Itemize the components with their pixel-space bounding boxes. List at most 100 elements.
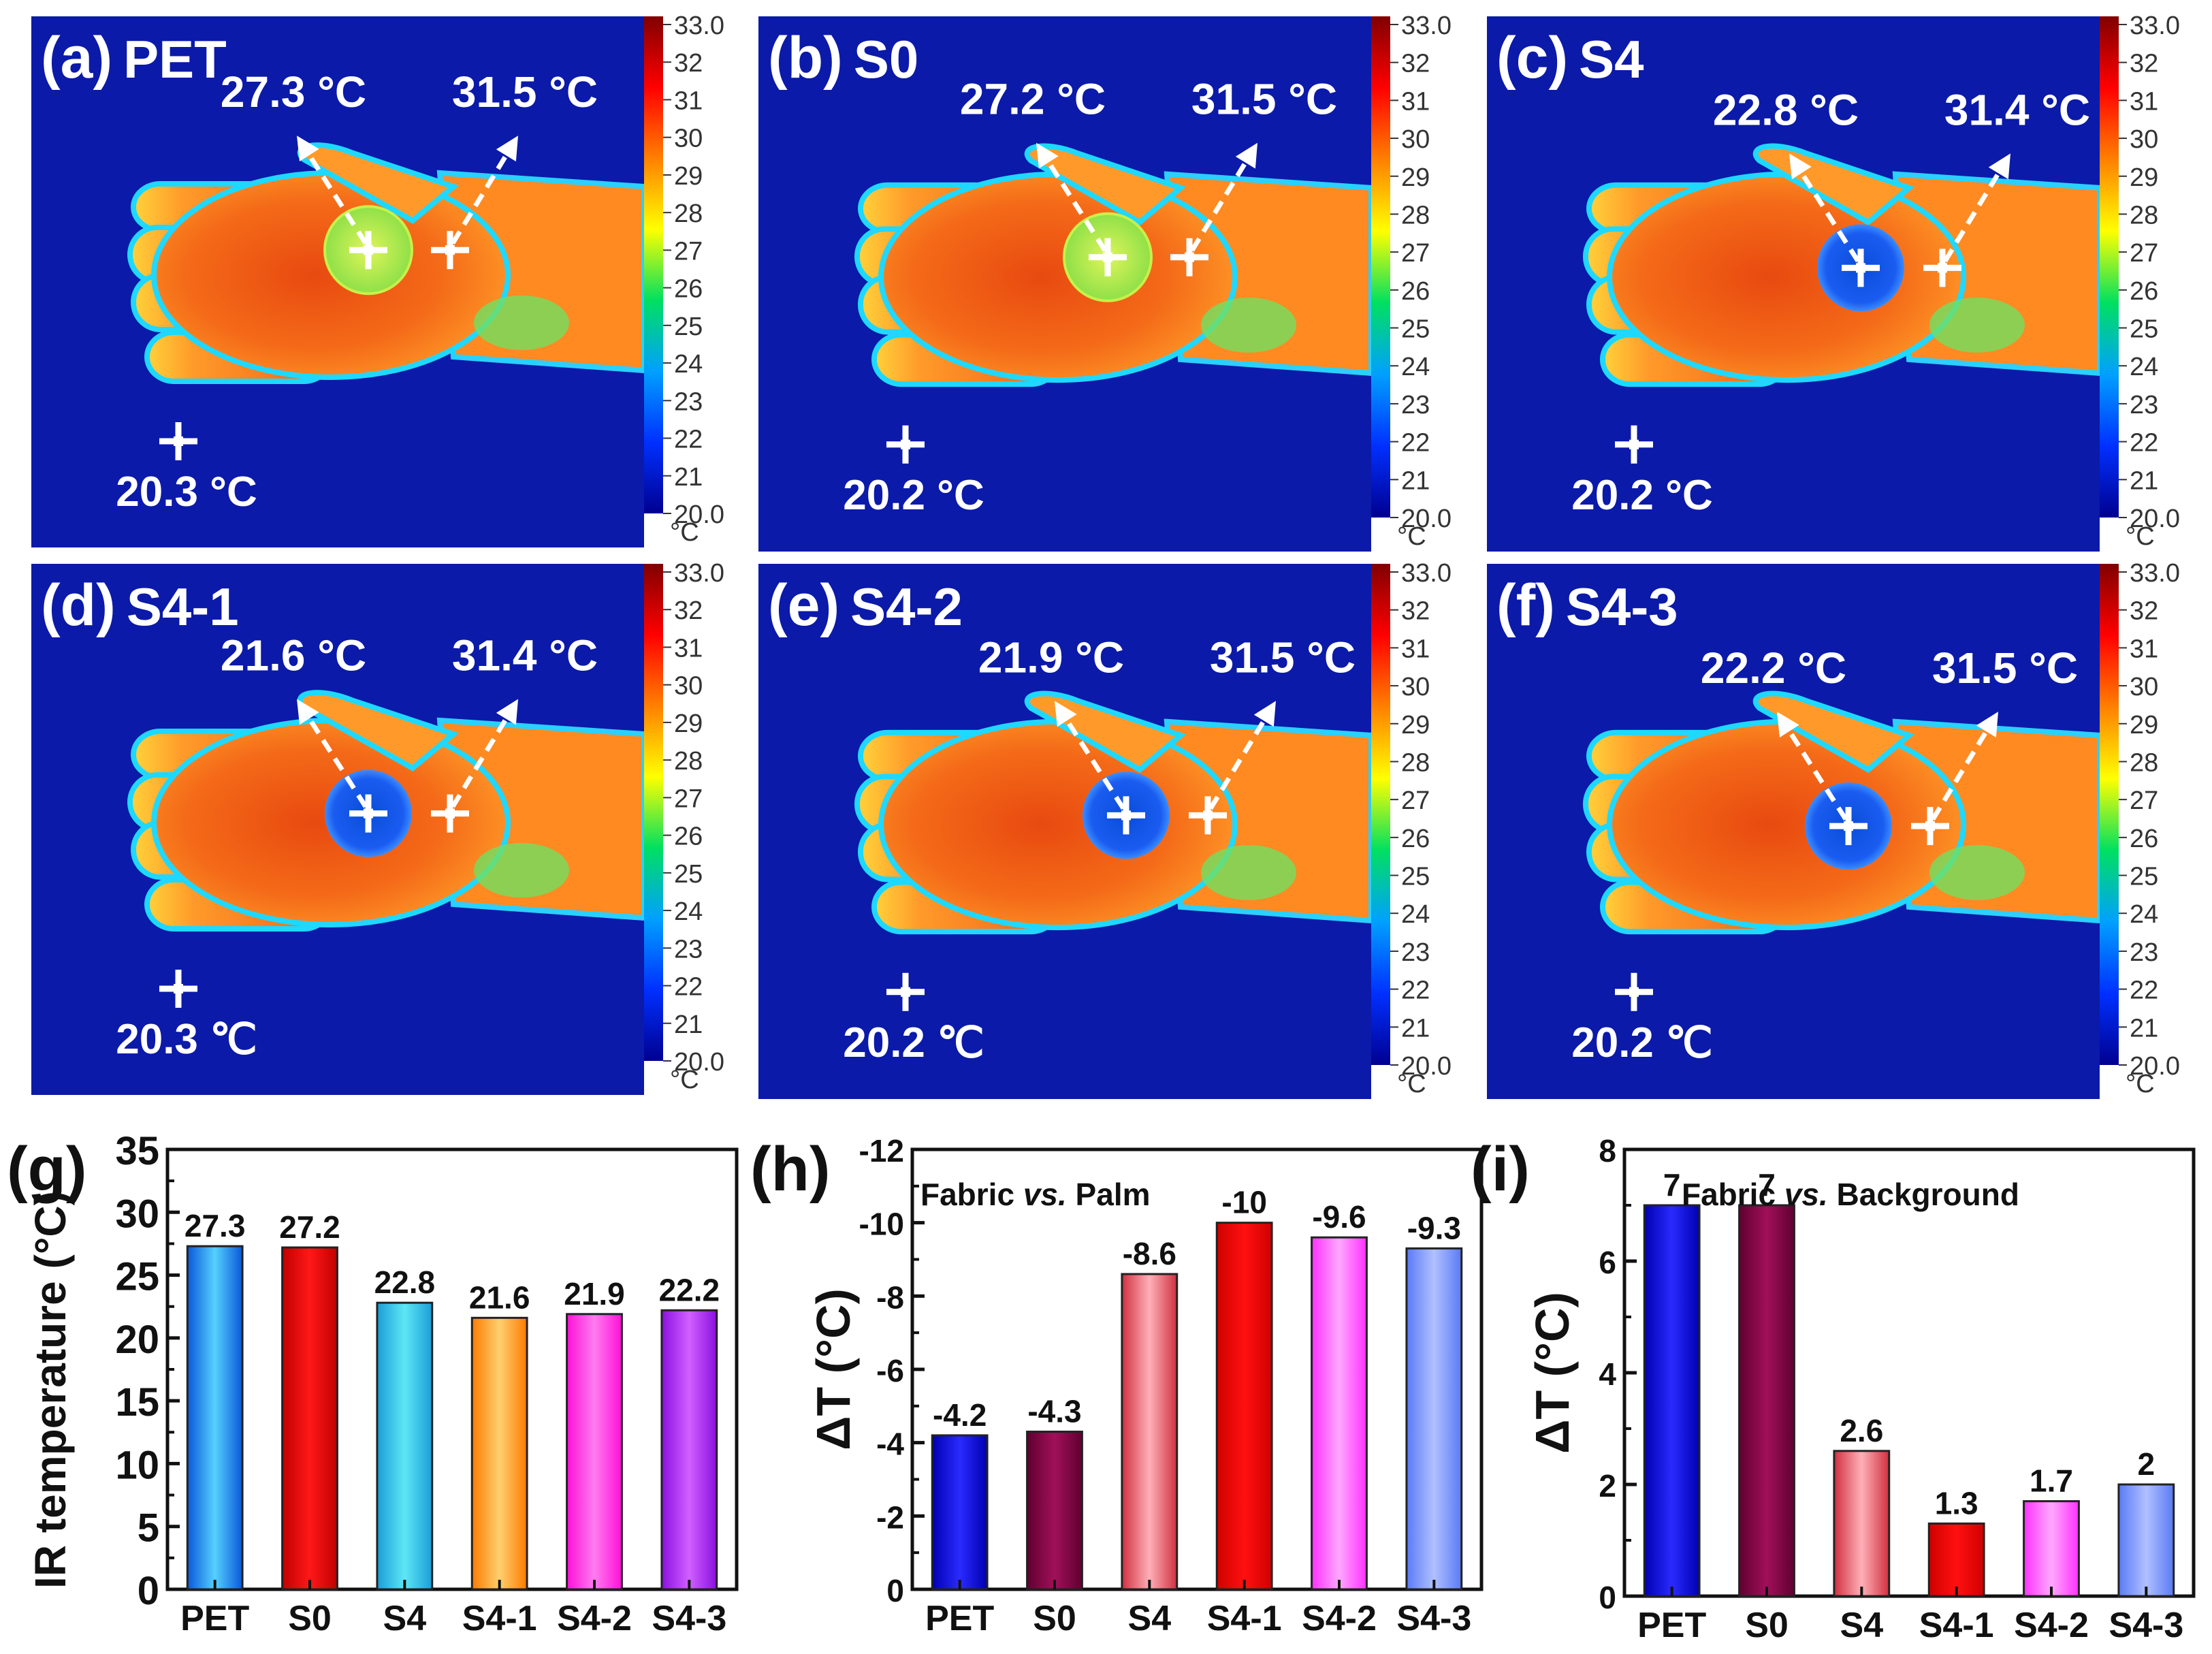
colorbar-tick-label: 33.0 [2130, 12, 2180, 40]
chart-g: 0 5 10 15 20 25 30 35 27.3 PET 27.2 S0 22.8 S4 21.6 S4-… [7, 1129, 739, 1638]
colorbar-tick-label: 21 [1401, 466, 1430, 495]
x-tick-label: PET [1637, 1606, 1706, 1645]
fabric-crosshair [1107, 796, 1145, 835]
colorbar: 33.0 32 31 30 29 28 27 26 25 24 23 22 21 20.0°C [644, 12, 724, 547]
x-tick-label: S4-3 [2109, 1606, 2183, 1645]
colorbar-tick-label: 26 [1401, 277, 1430, 306]
data-label: 1.7 [2030, 1463, 2073, 1499]
colorbar-tick-label: 26 [674, 275, 703, 304]
background-crosshair [159, 422, 197, 460]
colorbar-unit: °C [1397, 522, 1426, 551]
colorbar: 33.0 32 31 30 29 28 27 26 25 24 23 22 21 20.0°C [644, 559, 724, 1094]
background-crosshair [1615, 425, 1653, 464]
palm-temperature: 31.5 °C [1932, 643, 2078, 693]
x-tick-label: S4-3 [1396, 1599, 1471, 1638]
y-tick-label: 10 [115, 1443, 159, 1487]
palm-arrow [451, 699, 518, 808]
colorbar-tick-label: 25 [674, 313, 703, 341]
palm [1607, 718, 1966, 931]
panel-label: (a) PET [41, 25, 227, 91]
colorbar-unit: °C [670, 518, 699, 547]
bar-s4-2 [1311, 1236, 1368, 1591]
background-crosshair [159, 970, 197, 1008]
bar-pet [931, 1434, 989, 1591]
data-label: 7 [1663, 1167, 1681, 1203]
background-temperature: 20.3 ℃ [116, 1016, 257, 1063]
colorbar-tick-label: 25 [2130, 315, 2158, 344]
colorbar: 33.0 32 31 30 29 28 27 26 25 24 23 22 21 20.0°C [2100, 12, 2180, 551]
colorbar-tick-label: 32 [1401, 50, 1430, 78]
background-crosshair [886, 425, 925, 464]
thermal-panel-s4-2: (e) S4-2 21.9 °C 31.5 °C 20.2 ℃ 33.0 32 31 30 29 2… [758, 559, 1452, 1099]
colorbar-tick-label: 32 [2130, 597, 2158, 626]
colorbar-tick-label: 20.0 [674, 500, 724, 529]
x-tick-label: S4-1 [1919, 1606, 1994, 1645]
fabric-temperature: 21.6 °C [221, 631, 366, 680]
colorbar-unit: °C [1397, 1070, 1426, 1098]
colorbar-tick-label: 23 [2130, 391, 2158, 419]
y-tick-label: 25 [115, 1255, 159, 1299]
y-tick-label: 0 [138, 1569, 159, 1613]
colorbar-tick-label: 26 [1401, 825, 1430, 853]
colorbar-tick-label: 21 [2130, 466, 2158, 495]
colorbar-tick-label: 27 [674, 237, 703, 266]
colorbar-gradient [1371, 16, 1390, 518]
colorbar-tick-label: 25 [1401, 863, 1430, 891]
plot-frame [910, 1147, 1484, 1591]
fabric-temperature: 21.9 °C [978, 633, 1124, 682]
chart-title: Fabric vs. Palm [920, 1177, 1151, 1212]
colorbar-tick-label: 31 [2130, 87, 2158, 116]
x-tick-label: S0 [1745, 1606, 1789, 1645]
colorbar-tick-label: 31 [674, 634, 703, 663]
chart-h: 0 -2 -4 -6 -8 -10 -12 -4.2 PET -4.3 S0 -8.6 S4 -10 S4-… [750, 1133, 1484, 1638]
hand-silhouette [854, 143, 1371, 387]
colorbar: 33.0 32 31 30 29 28 27 26 25 24 23 22 21 20.0°C [1371, 559, 1452, 1098]
colorbar-tick-label: 27 [2130, 786, 2158, 815]
bar-s4-1 [470, 1316, 528, 1591]
colorbar-gradient [644, 564, 663, 1061]
colorbar-tick-label: 26 [2130, 277, 2158, 306]
colorbar-tick-label: 25 [2130, 863, 2158, 891]
colorbar-tick-label: 29 [1401, 163, 1430, 192]
thumb [1752, 690, 1915, 774]
colorbar-tick-label: 30 [1401, 125, 1430, 154]
colorbar-tick-label: 33.0 [674, 12, 724, 40]
bar-s4-1 [1927, 1522, 1985, 1597]
bar-s4 [1121, 1273, 1179, 1591]
palm-temperature: 31.4 °C [1944, 85, 2090, 134]
colorbar-tick-label: 29 [2130, 163, 2158, 192]
colorbar-tick-label: 28 [674, 747, 703, 776]
y-tick-label: -6 [876, 1353, 904, 1388]
colorbar-unit: °C [670, 1066, 699, 1094]
colorbar-tick-label: 28 [2130, 201, 2158, 229]
palm-crosshair [1923, 249, 1961, 287]
x-tick-label: S4 [383, 1599, 427, 1638]
colorbar-tick-label: 33.0 [674, 559, 724, 588]
colorbar-tick-label: 29 [2130, 711, 2158, 739]
colorbar-gradient [644, 16, 663, 513]
bar-s4-3 [2117, 1483, 2175, 1597]
colorbar-tick-label: 23 [2130, 938, 2158, 967]
x-tick-label: S0 [1033, 1599, 1076, 1638]
y-tick-label: 20 [115, 1318, 159, 1362]
palm-temperature: 31.4 °C [452, 631, 598, 680]
panel-label: (d) S4-1 [41, 573, 239, 638]
hand-silhouette [1583, 690, 2100, 935]
colorbar-tick-label: 21 [2130, 1014, 2158, 1043]
x-tick-label: PET [925, 1599, 994, 1638]
y-tick-label: 0 [1599, 1580, 1616, 1615]
colorbar-tick-label: 24 [1401, 900, 1430, 929]
colorbar-tick-label: 21 [674, 463, 703, 492]
bar-s4-2 [2023, 1500, 2080, 1597]
hand-silhouette [127, 142, 644, 384]
palm-crosshair [1170, 238, 1208, 276]
colorbar-tick-label: 20.0 [674, 1048, 724, 1077]
colorbar-tick-label: 31 [674, 86, 703, 115]
y-tick-label: -4 [876, 1427, 904, 1462]
colorbar-tick-label: 31 [1401, 635, 1430, 663]
palm [878, 171, 1238, 383]
palm-crosshair [1911, 807, 1949, 846]
palm-arrow [1931, 712, 1998, 821]
x-tick-label: S4-1 [1207, 1599, 1282, 1638]
x-tick-label: PET [180, 1599, 249, 1638]
